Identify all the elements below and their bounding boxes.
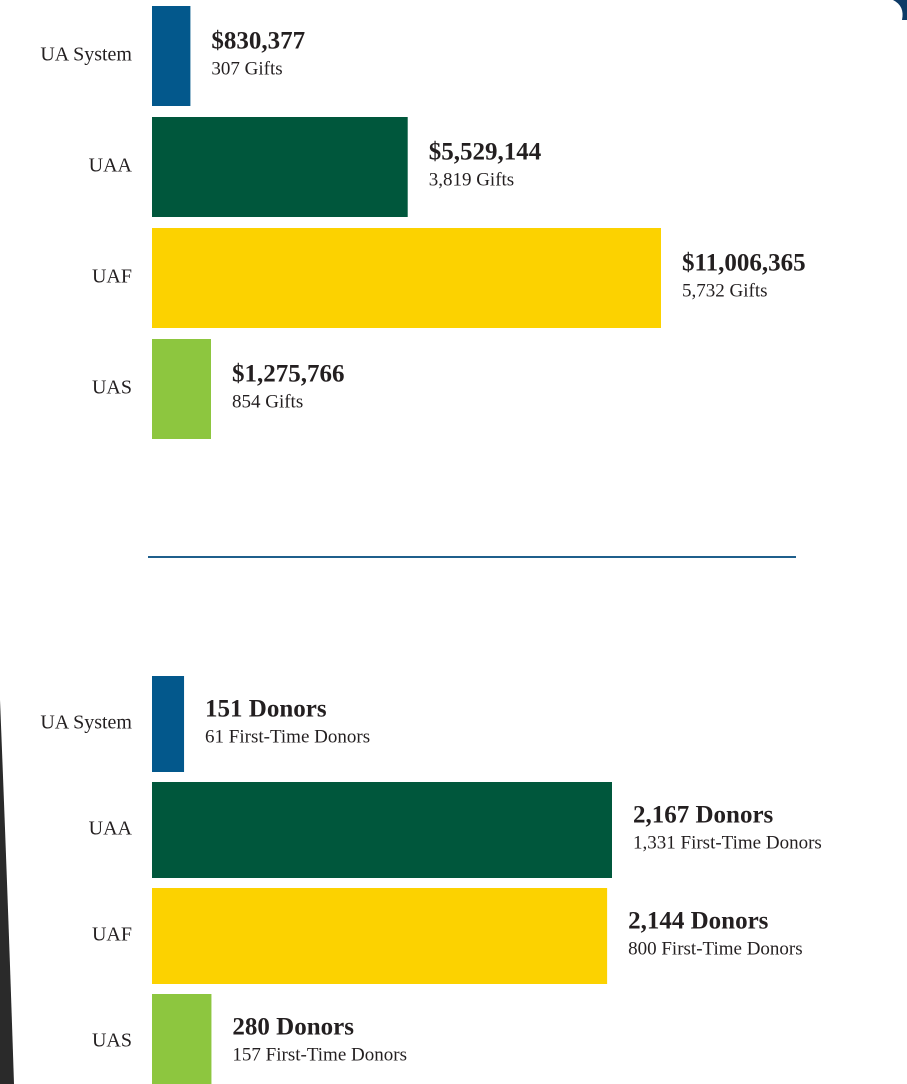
value-label: $11,006,365 <box>682 250 806 277</box>
decor-corner <box>893 0 907 20</box>
bar <box>152 676 185 772</box>
bar <box>152 339 211 439</box>
sub-label: 1,331 First-Time Donors <box>633 832 822 853</box>
sub-label: 61 First-Time Donors <box>205 726 370 747</box>
category-label: UAF <box>92 266 132 288</box>
bar <box>152 994 212 1084</box>
category-label: UAA <box>89 155 133 177</box>
value-label: 151 Donors <box>205 696 327 723</box>
sub-label: 157 First-Time Donors <box>232 1044 407 1065</box>
value-label: $830,377 <box>211 28 305 55</box>
value-label: $5,529,144 <box>429 139 542 166</box>
decor-edge <box>0 700 14 1084</box>
category-label: UA System <box>40 44 132 66</box>
category-label: UAS <box>92 1030 132 1052</box>
sub-label: 5,732 Gifts <box>682 280 768 301</box>
bar <box>152 888 608 984</box>
bar <box>152 782 612 878</box>
category-label: UA System <box>40 712 132 734</box>
bar <box>152 6 191 106</box>
category-label: UAS <box>92 377 132 399</box>
value-label: $1,275,766 <box>232 361 344 388</box>
sub-label: 3,819 Gifts <box>429 169 515 190</box>
bar <box>152 117 408 217</box>
value-label: 2,167 Donors <box>633 802 774 829</box>
sub-label: 854 Gifts <box>232 391 303 412</box>
category-label: UAF <box>92 924 132 946</box>
sub-label: 800 First-Time Donors <box>628 938 803 959</box>
value-label: 2,144 Donors <box>628 908 769 935</box>
value-label: 280 Donors <box>232 1014 354 1041</box>
category-label: UAA <box>89 818 133 840</box>
bar <box>152 228 661 328</box>
sub-label: 307 Gifts <box>211 58 282 79</box>
